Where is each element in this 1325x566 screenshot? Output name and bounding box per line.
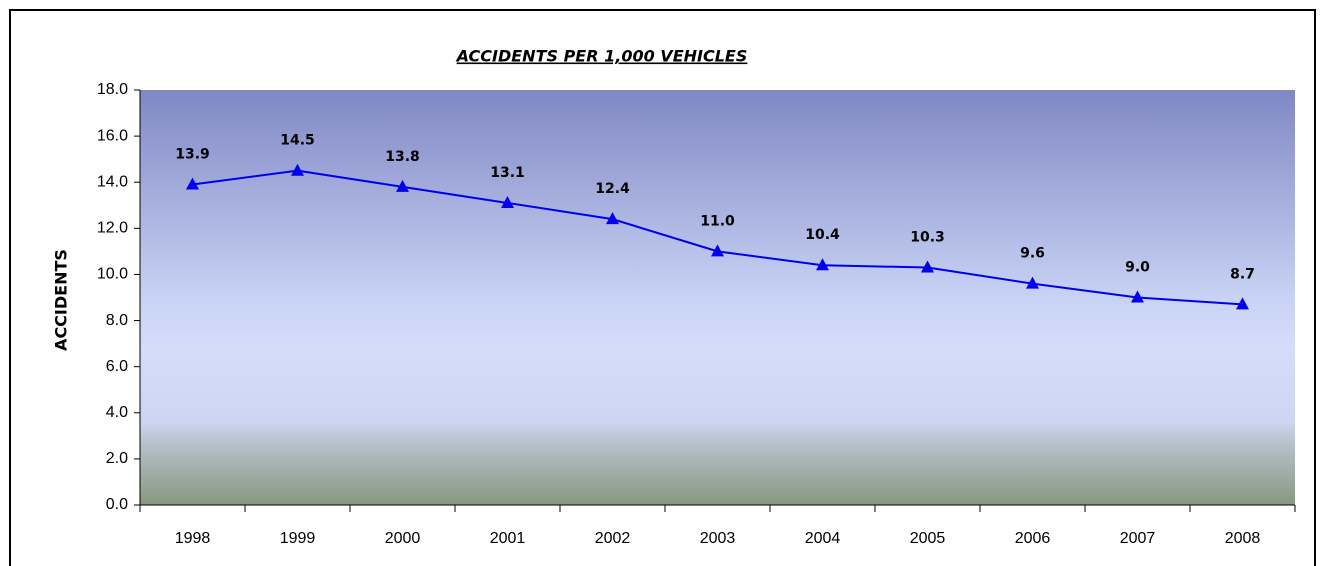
data-marker <box>1131 290 1144 303</box>
x-tick-label: 2003 <box>700 530 736 547</box>
x-tick-label: 1999 <box>280 530 316 547</box>
data-label: 9.0 <box>1125 260 1150 276</box>
y-tick-label: 2.0 <box>106 450 128 467</box>
data-label: 10.3 <box>910 230 945 246</box>
data-label: 13.1 <box>490 165 525 181</box>
data-label: 12.4 <box>595 181 630 197</box>
x-tick-label: 2002 <box>595 530 631 547</box>
data-marker <box>1026 276 1039 289</box>
x-tick-label: 2007 <box>1120 530 1156 547</box>
x-tick-label: 2000 <box>385 530 421 547</box>
chart-border <box>9 9 1316 566</box>
y-tick-label: 16.0 <box>97 127 128 144</box>
data-marker <box>501 195 514 208</box>
x-tick-label: 2001 <box>490 530 526 547</box>
y-tick-label: 12.0 <box>97 220 128 237</box>
y-tick-label: 8.0 <box>106 312 128 329</box>
data-marker <box>396 179 409 192</box>
plot-area <box>140 90 1295 505</box>
data-marker <box>1236 297 1249 310</box>
data-label: 13.9 <box>175 147 210 163</box>
y-tick-label: 14.0 <box>97 173 128 190</box>
data-marker <box>186 177 199 190</box>
data-label: 11.0 <box>700 213 735 229</box>
data-marker <box>921 260 934 273</box>
x-tick-label: 2004 <box>805 530 841 547</box>
data-marker <box>291 163 304 176</box>
x-tick-label: 2006 <box>1015 530 1051 547</box>
data-label: 13.8 <box>385 149 420 165</box>
y-tick-label: 0.0 <box>106 496 128 513</box>
data-label: 14.5 <box>280 133 315 149</box>
chart-title: ACCIDENTS PER 1,000 VEHICLES <box>455 47 748 66</box>
x-tick-label: 1998 <box>175 530 211 547</box>
y-tick-label: 6.0 <box>106 358 128 375</box>
y-tick-label: 18.0 <box>97 81 128 98</box>
y-axis-label: ACCIDENTS <box>52 249 71 351</box>
data-marker <box>711 244 724 257</box>
data-label: 10.4 <box>805 227 840 243</box>
data-marker <box>816 258 829 271</box>
x-tick-label: 2005 <box>910 530 946 547</box>
data-marker <box>606 212 619 225</box>
y-tick-label: 4.0 <box>106 404 128 421</box>
data-label: 9.6 <box>1020 246 1045 262</box>
data-label: 8.7 <box>1230 266 1255 282</box>
x-tick-label: 2008 <box>1225 530 1261 547</box>
y-tick-label: 10.0 <box>97 266 128 283</box>
